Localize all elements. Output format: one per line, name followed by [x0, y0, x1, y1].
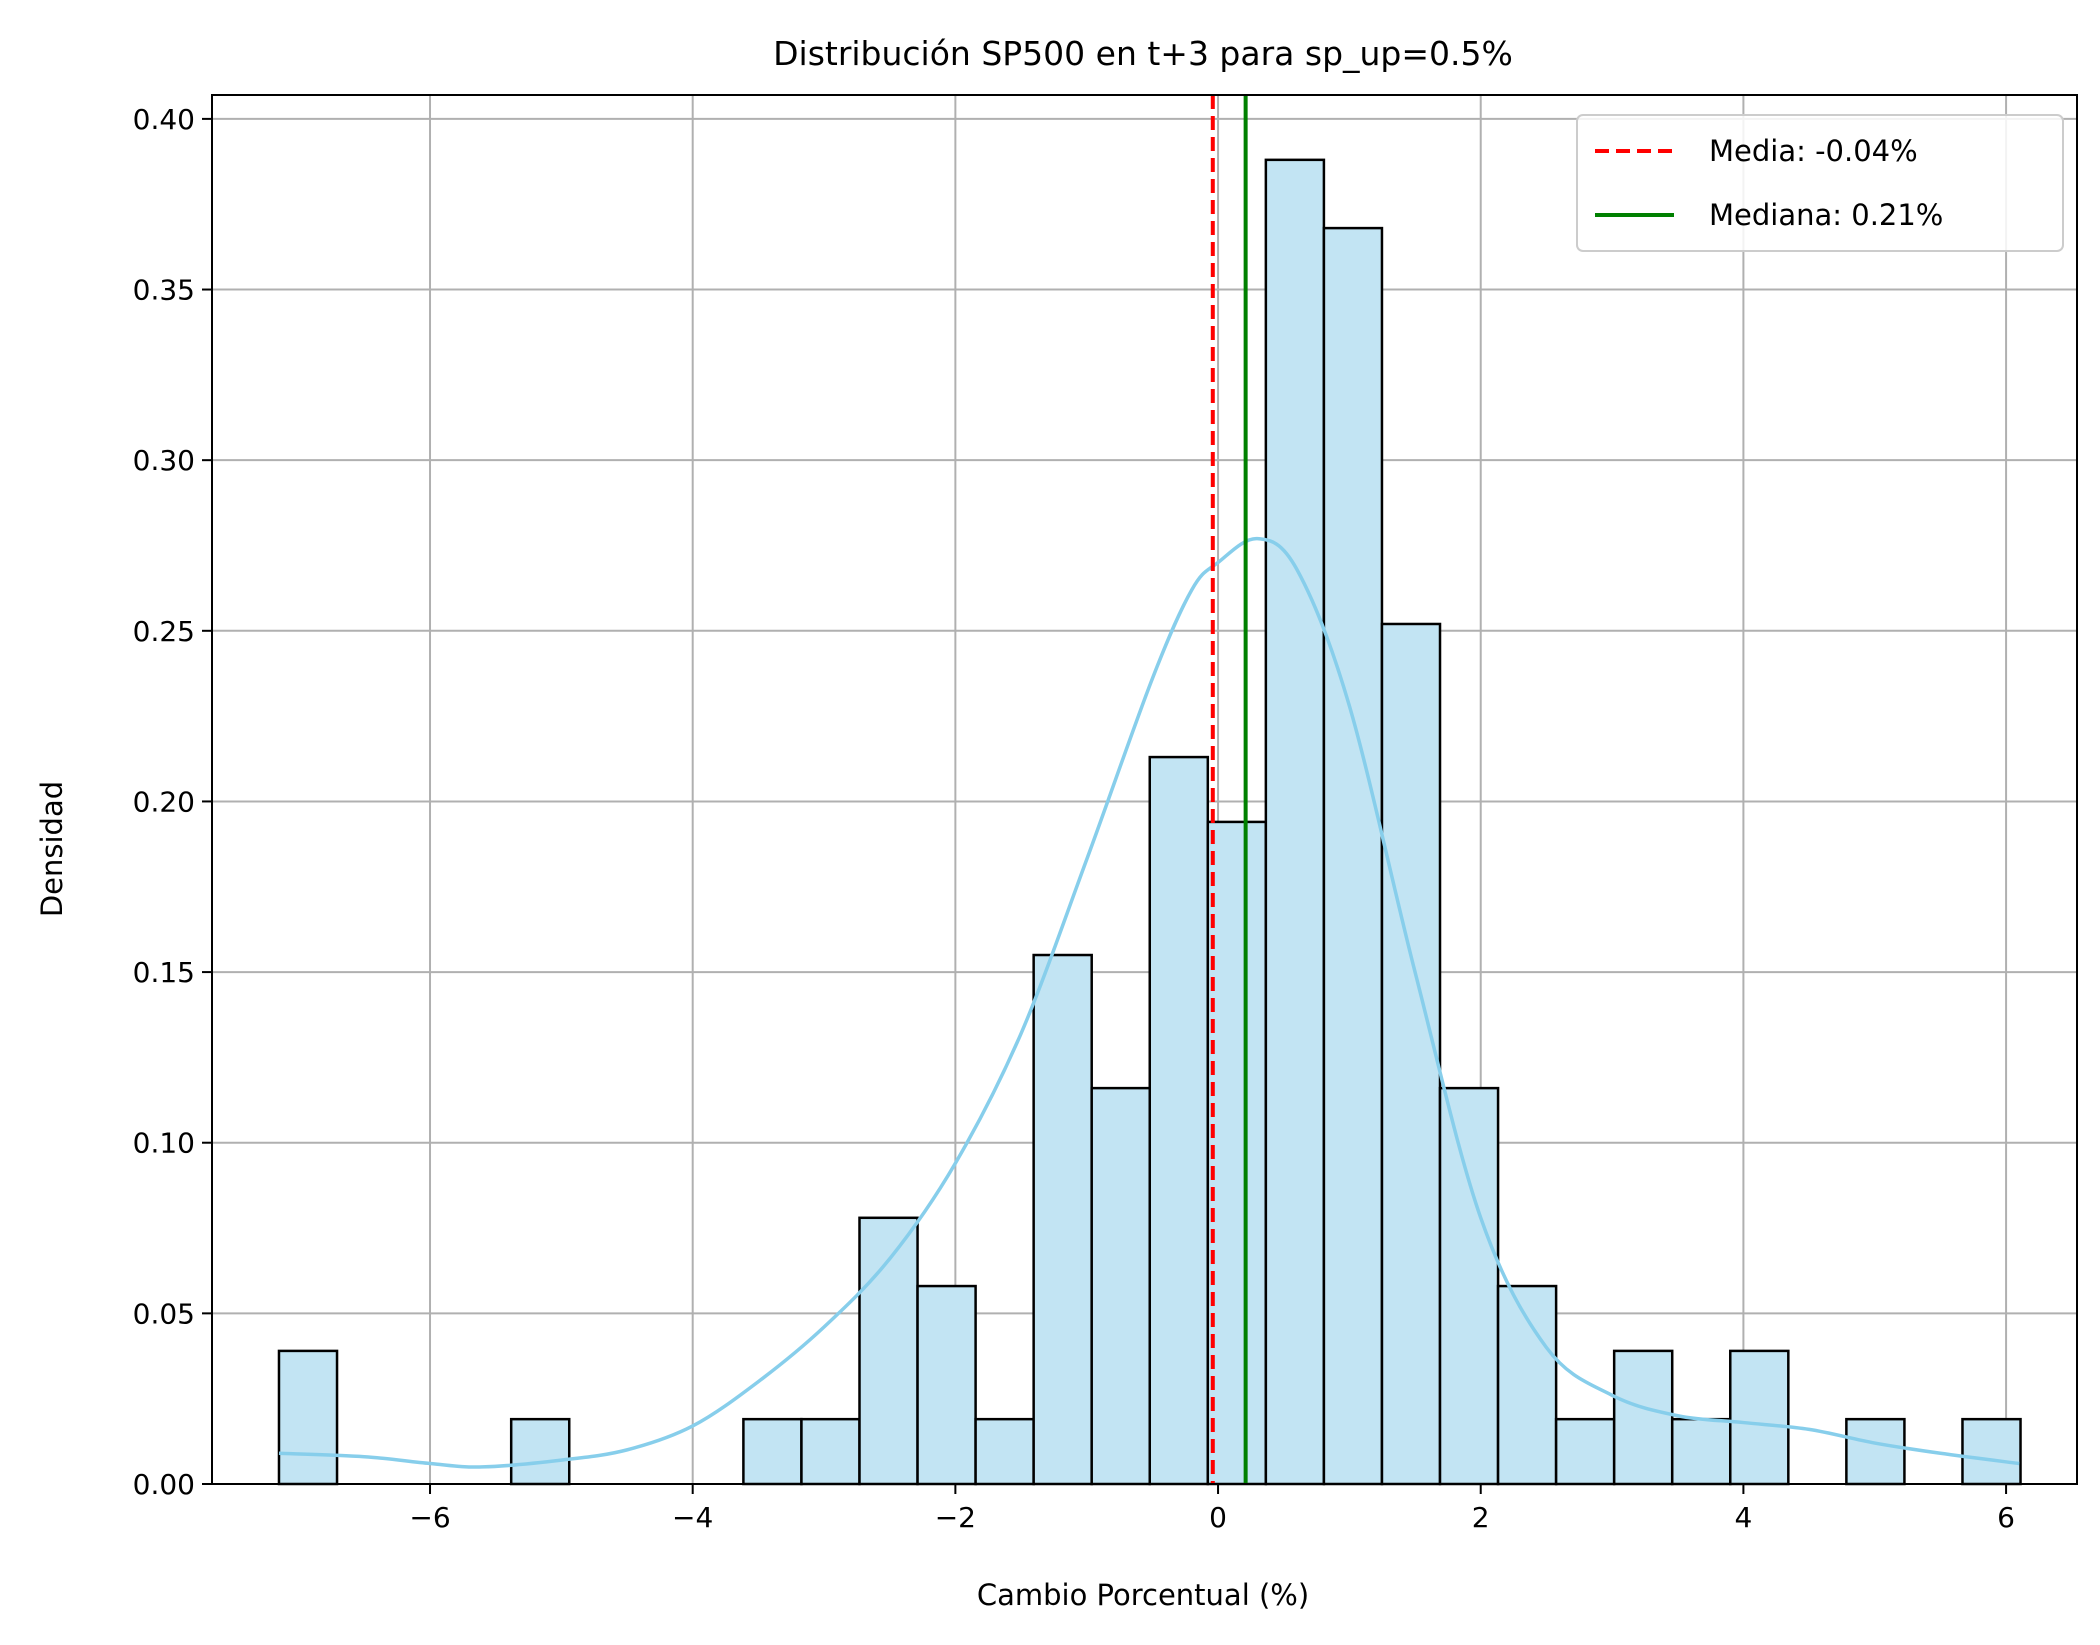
y-tick-label: 0.30 [133, 444, 195, 477]
histogram-bar [974, 1417, 1035, 1486]
histogram-bar [277, 1349, 339, 1486]
histogram-bar [1845, 1417, 1906, 1486]
x-tick-label: −2 [935, 1501, 976, 1534]
y-tick-label: 0.05 [133, 1297, 195, 1330]
legend: Media: -0.04% Mediana: 0.21% [1576, 114, 2064, 252]
y-tick-label: 0.10 [133, 1127, 195, 1160]
histogram-bar [1032, 953, 1093, 1486]
histogram-bar [1729, 1349, 1790, 1486]
axes-frame [211, 94, 2078, 1485]
y-tick-label: 0.25 [133, 615, 195, 648]
y-tick-label: 0.20 [133, 785, 195, 818]
histogram-bar [1438, 1086, 1500, 1486]
histogram-bar [1206, 820, 1268, 1486]
x-tick-label: 6 [1997, 1501, 2015, 1534]
y-axis-label: Densidad [35, 781, 69, 917]
histogram-bar [1380, 622, 1442, 1486]
x-tick-label: 4 [1734, 1501, 1752, 1534]
y-tick-label: 0.00 [133, 1468, 195, 1501]
x-tick-label: 0 [1209, 1501, 1227, 1534]
histogram-bar [1090, 1086, 1152, 1486]
legend-median-label: Mediana: 0.21% [1709, 198, 1943, 232]
histogram-bar [1264, 158, 1326, 1486]
x-tick-label: −6 [409, 1501, 450, 1534]
histogram-bar [1612, 1349, 1674, 1486]
chart-title: Distribución SP500 en t+3 para sp_up=0.5… [773, 34, 1513, 73]
legend-box [1576, 114, 2064, 252]
reference-lines [1210, 95, 1248, 1484]
histogram-bar [916, 1284, 977, 1486]
histogram-bar [1670, 1417, 1732, 1486]
histogram-bar [1554, 1417, 1616, 1486]
axis-ticks: −6 −4 −2 0 2 4 6 0.00 0.05 0.10 0.15 0.20 0.25 0.30 0.… [133, 103, 2015, 1534]
y-tick-label: 0.35 [133, 274, 195, 307]
histogram-bar [1961, 1417, 2022, 1486]
y-tick-label: 0.15 [133, 956, 195, 989]
histogram-bars [277, 158, 2022, 1486]
legend-mean-label: Media: -0.04% [1709, 134, 1918, 168]
kde-curve [278, 536, 2020, 1469]
kde-line [278, 536, 2020, 1469]
histogram-bar [800, 1417, 861, 1486]
x-tick-label: 2 [1472, 1501, 1490, 1534]
histogram-bar [1148, 755, 1210, 1486]
x-tick-label: −4 [672, 1501, 713, 1534]
histogram-bar [509, 1417, 571, 1486]
histogram-bar [1322, 226, 1384, 1486]
x-axis-label: Cambio Porcentual (%) [977, 1578, 1309, 1612]
histogram-bar [742, 1417, 803, 1486]
y-tick-label: 0.40 [133, 103, 195, 136]
